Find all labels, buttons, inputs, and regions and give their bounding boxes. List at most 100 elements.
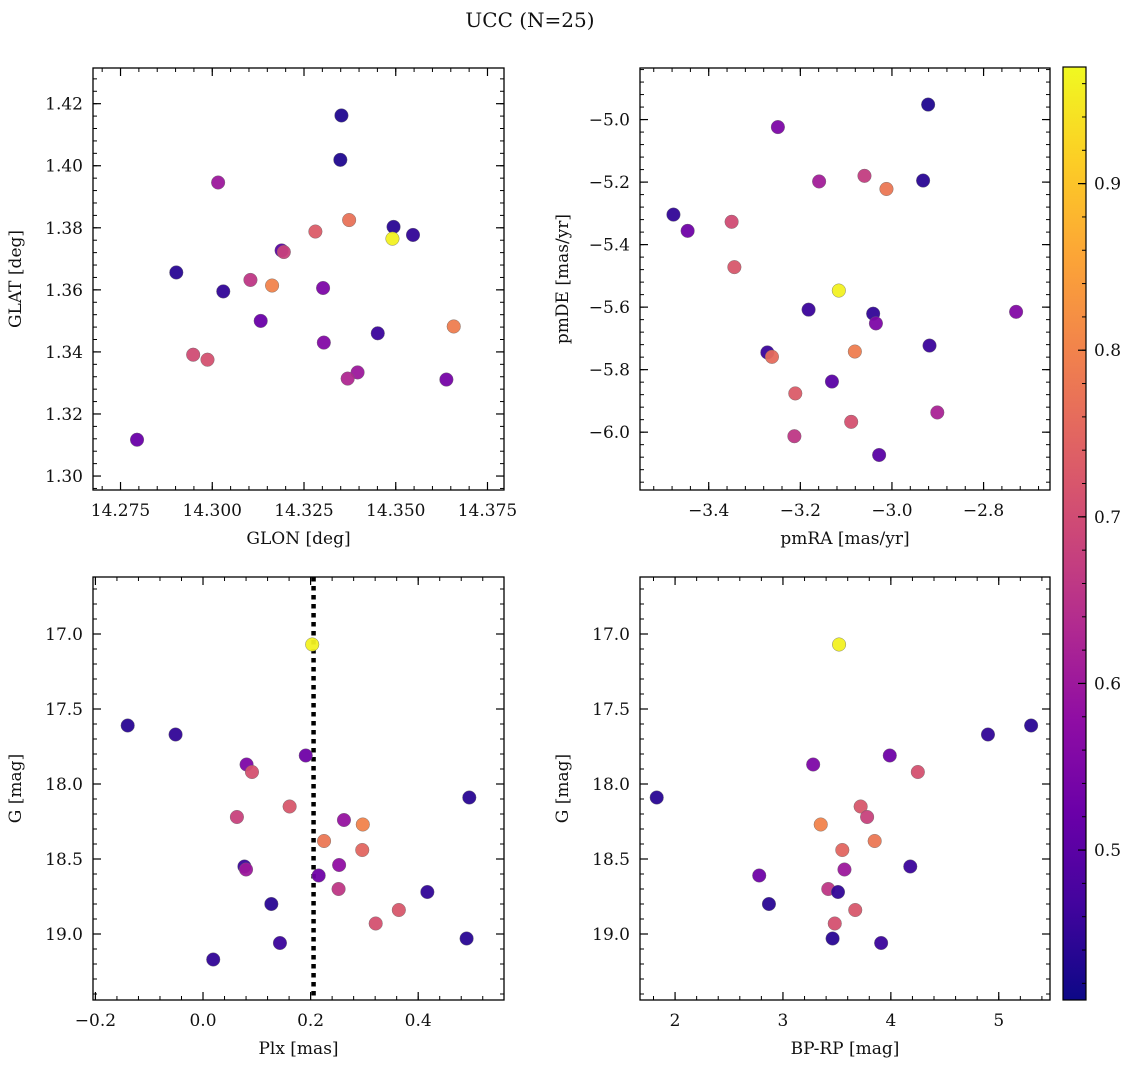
data-point	[788, 386, 803, 401]
data-point	[317, 834, 332, 849]
data-point	[130, 432, 145, 447]
y-axis-label: G [mag]	[553, 754, 573, 823]
data-point	[305, 637, 320, 652]
y-tick-label: 1.38	[45, 219, 83, 239]
data-point	[813, 817, 828, 832]
y-tick-label: −5.6	[589, 298, 630, 318]
x-tick-label: 14.350	[366, 501, 425, 521]
data-point	[867, 834, 882, 849]
data-point	[385, 231, 400, 246]
colorbar: 0.5 0.6 0.7 0.8 0.9	[1062, 66, 1121, 1001]
data-point	[787, 429, 802, 444]
y-tick-label: 18.0	[592, 775, 630, 795]
data-point	[649, 790, 664, 805]
data-point	[1009, 304, 1024, 319]
data-point	[830, 885, 845, 900]
data-point	[420, 885, 435, 900]
y-tick-label: 1.36	[45, 281, 83, 301]
data-point	[298, 748, 313, 763]
data-point	[860, 810, 875, 825]
data-point	[459, 931, 474, 946]
data-point	[334, 108, 349, 123]
y-tick-label: 17.0	[45, 625, 83, 645]
data-point	[921, 97, 936, 112]
data-point	[340, 371, 355, 386]
x-tick-label: 4	[885, 1011, 896, 1031]
data-point	[282, 799, 297, 814]
axes-frame	[92, 67, 505, 491]
data-point	[316, 335, 331, 350]
data-point	[853, 799, 868, 814]
x-tick-label: −3.4	[688, 501, 729, 521]
axes-frame	[92, 576, 505, 1001]
data-point	[764, 349, 779, 364]
y-axis-label: pmDE [mas/yr]	[553, 214, 573, 344]
data-point	[331, 882, 346, 897]
data-point	[666, 207, 681, 222]
data-point	[882, 748, 897, 763]
data-point	[844, 414, 859, 429]
y-tick-label: 1.42	[45, 95, 83, 115]
y-tick-label: 1.40	[45, 157, 83, 177]
data-point	[276, 245, 291, 260]
data-point	[1024, 718, 1039, 733]
y-tick-label: −5.8	[589, 361, 630, 381]
data-point	[837, 862, 852, 877]
data-point	[200, 352, 215, 367]
data-point	[724, 214, 739, 229]
y-tick-label: −5.0	[589, 111, 630, 131]
data-point	[243, 272, 258, 287]
data-point	[311, 868, 326, 883]
x-tick-label: 14.325	[274, 501, 333, 521]
data-point	[879, 181, 894, 196]
data-point	[916, 173, 931, 188]
x-tick-label: 0.2	[297, 1011, 324, 1031]
x-tick-label: 3	[778, 1011, 789, 1031]
colorbar-tick-label: 0.5	[1094, 841, 1121, 861]
colorbar-gradient	[1062, 66, 1087, 1001]
y-tick-label: 17.5	[45, 700, 83, 720]
data-point	[316, 280, 331, 295]
data-point	[910, 765, 925, 780]
data-point	[801, 302, 816, 317]
data-point	[446, 319, 461, 334]
y-tick-label: 1.32	[45, 405, 83, 425]
data-point	[211, 175, 226, 190]
x-tick-label: 2	[670, 1011, 681, 1031]
y-tick-label: 18.5	[45, 850, 83, 870]
data-point	[229, 810, 244, 825]
data-point	[391, 903, 406, 918]
x-tick-label: −2.8	[963, 501, 1004, 521]
data-point	[186, 347, 201, 362]
data-point	[169, 265, 184, 280]
data-point	[342, 213, 357, 228]
data-point	[903, 859, 918, 874]
data-point	[770, 120, 785, 135]
data-point	[244, 765, 259, 780]
data-point	[264, 897, 279, 912]
x-tick-label: −0.2	[75, 1011, 116, 1031]
data-point	[216, 284, 231, 299]
y-tick-label: −6.0	[589, 423, 630, 443]
data-point	[370, 326, 385, 341]
y-tick-label: −5.4	[589, 236, 630, 256]
x-tick-label: 14.375	[458, 501, 517, 521]
data-point	[847, 344, 862, 359]
x-tick-label: 14.300	[183, 501, 242, 521]
data-point	[462, 790, 477, 805]
x-tick-label: 0.4	[405, 1011, 432, 1031]
data-point	[439, 372, 454, 387]
data-point	[872, 447, 887, 462]
x-axis-label: BP-RP [mag]	[791, 1039, 900, 1059]
data-point	[930, 405, 945, 420]
panel-glon-glat: 14.275 14.300 14.325 14.350 14.375 1.30 1.32 1.…	[6, 67, 517, 549]
y-tick-label: 18.5	[592, 850, 630, 870]
x-tick-label: 0.0	[189, 1011, 216, 1031]
colorbar-tick-label: 0.7	[1094, 508, 1121, 528]
y-axis-label: GLAT [deg]	[6, 230, 26, 328]
data-point	[386, 219, 401, 234]
colorbar-tick-label: 0.9	[1094, 175, 1121, 195]
x-tick-label: 5	[993, 1011, 1004, 1031]
data-point	[857, 168, 872, 183]
